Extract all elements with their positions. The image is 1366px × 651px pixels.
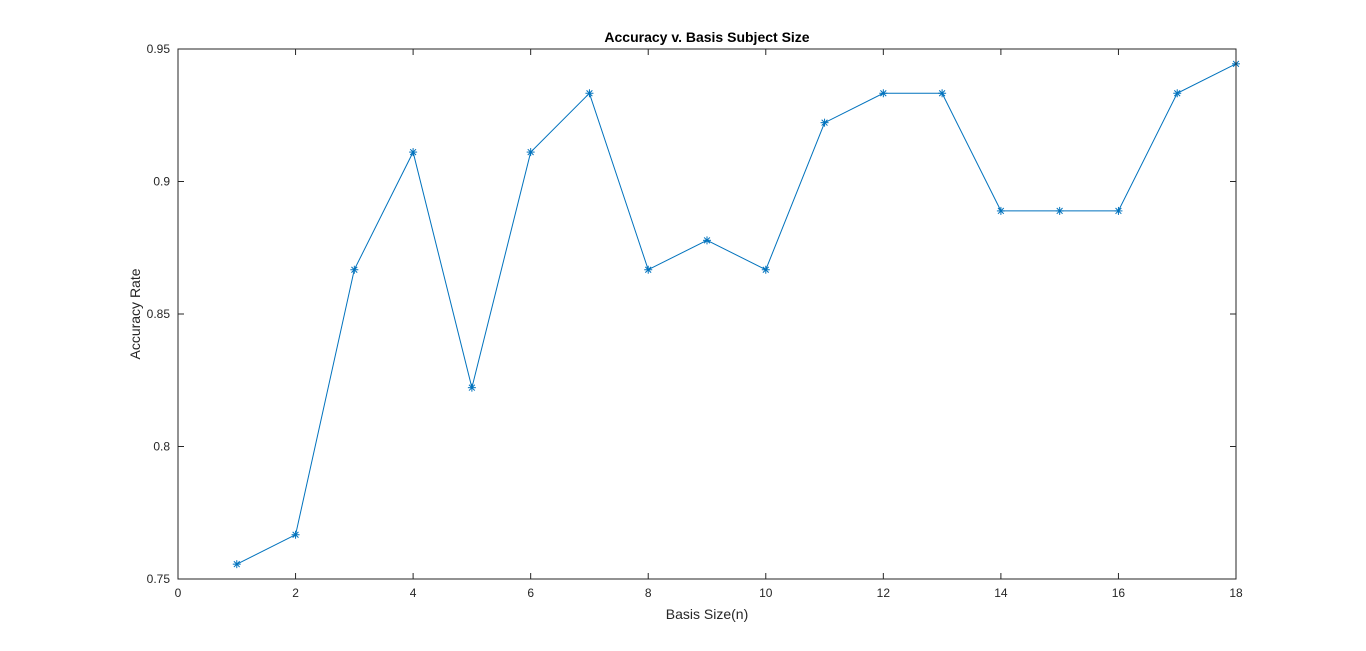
x-tick-label: 6 [527,586,534,600]
y-tick-label: 0.9 [153,175,170,189]
plot-frame [177,48,1237,580]
chart-title: Accuracy v. Basis Subject Size [604,29,809,45]
x-tick-label: 12 [877,586,891,600]
x-tick-label: 18 [1229,586,1243,600]
data-point-marker [1055,206,1064,215]
y-tick-label: 0.85 [147,307,171,321]
data-point-marker [644,265,653,274]
x-tick-label: 10 [759,586,773,600]
data-point-marker [1173,89,1182,98]
data-point-marker [350,265,359,274]
data-point-marker [467,383,476,392]
x-axis-label: Basis Size(n) [666,606,748,622]
x-tick-label: 0 [175,586,182,600]
data-point-marker [1114,206,1123,215]
plot-area [178,49,1236,579]
data-point-marker [879,89,888,98]
y-tick-label: 0.95 [147,42,171,56]
data-point-marker [996,206,1005,215]
axis-tick-labels: 0 2 4 6 8 10 12 14 16 18 0.75 0.8 0.85 0.9 0.95 [147,42,1243,600]
data-point-marker [409,148,418,157]
data-point-marker [938,89,947,98]
data-point-marker [232,560,241,569]
data-point-marker [526,148,535,157]
x-tick-label: 2 [292,586,299,600]
series-line [236,63,1237,565]
data-point-marker [761,265,770,274]
y-tick-label: 0.8 [153,440,170,454]
y-axis-label: Accuracy Rate [127,268,143,359]
data-point-marker [703,236,711,245]
x-tick-label: 4 [410,586,417,600]
x-tick-label: 16 [1112,586,1126,600]
y-tick-label: 0.75 [147,572,171,586]
data-point-marker [291,530,300,539]
x-tick-label: 14 [994,586,1008,600]
data-point-marker [585,89,594,98]
x-tick-label: 8 [645,586,652,600]
data-point-marker [820,118,829,127]
